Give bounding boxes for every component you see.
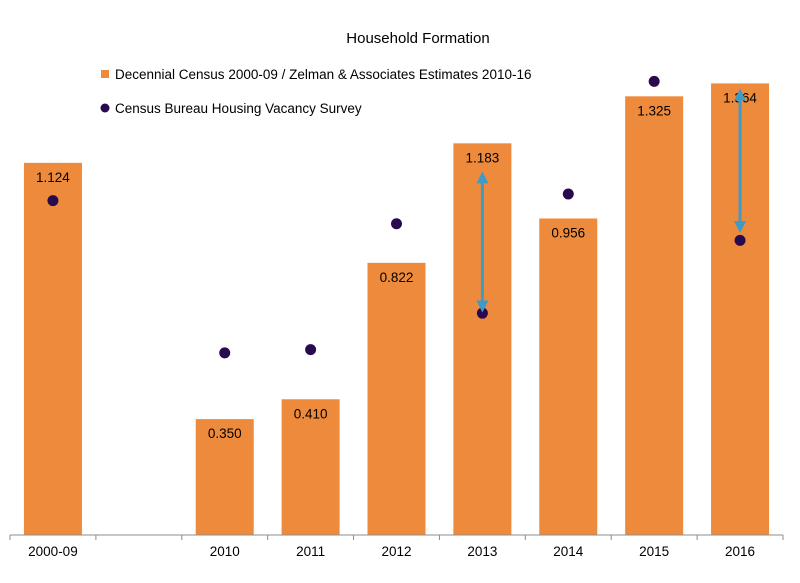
survey-dot-2000-09 (47, 195, 59, 207)
x-tick-label-2012: 2012 (381, 544, 411, 559)
legend-swatch-dot (100, 103, 110, 113)
x-tick-label-2015: 2015 (639, 544, 669, 559)
x-tick-label-2013: 2013 (467, 544, 497, 559)
data-label-2014: 0.956 (551, 225, 585, 240)
legend-label-dot: Census Bureau Housing Vacancy Survey (115, 101, 362, 116)
bar-2011 (281, 399, 340, 535)
data-label-2013: 1.183 (465, 150, 499, 165)
x-tick-label-2000-09: 2000-09 (28, 544, 78, 559)
survey-dot-2015 (648, 75, 660, 87)
bars-group (23, 83, 770, 536)
bar-2012 (367, 262, 426, 535)
legend-label-bar: Decennial Census 2000-09 / Zelman & Asso… (115, 67, 531, 82)
bar-2014 (539, 218, 598, 535)
bar-2015 (625, 96, 684, 535)
x-tick-label-2011: 2011 (296, 544, 325, 559)
bar-2010 (195, 419, 254, 535)
data-label-2000-09: 1.124 (36, 170, 70, 185)
survey-dot-2011 (305, 344, 317, 356)
x-tick-label-2016: 2016 (725, 544, 755, 559)
survey-dot-2016 (734, 234, 746, 246)
survey-dot-2010 (219, 347, 231, 359)
x-tick-label-2010: 2010 (210, 544, 240, 559)
legend-swatch-bar (101, 70, 109, 78)
x-axis (9, 534, 784, 540)
data-label-2012: 0.822 (380, 270, 414, 285)
survey-dot-2014 (562, 188, 574, 200)
x-tick-label-2014: 2014 (553, 544, 584, 559)
x-tick-labels: 2000-09 2010 2011 2012 2013 2014 2015 2016 (28, 544, 755, 559)
legend: Decennial Census 2000-09 / Zelman & Asso… (100, 67, 531, 116)
data-label-2010: 0.350 (208, 426, 242, 441)
arrows-group (476, 88, 747, 313)
data-label-2015: 1.325 (637, 103, 671, 118)
survey-dot-2013 (476, 307, 488, 319)
chart-title: Household Formation (346, 30, 489, 47)
data-label-2011: 0.410 (294, 406, 328, 421)
survey-dot-2012 (391, 218, 402, 230)
bar-2000-09 (23, 162, 82, 535)
